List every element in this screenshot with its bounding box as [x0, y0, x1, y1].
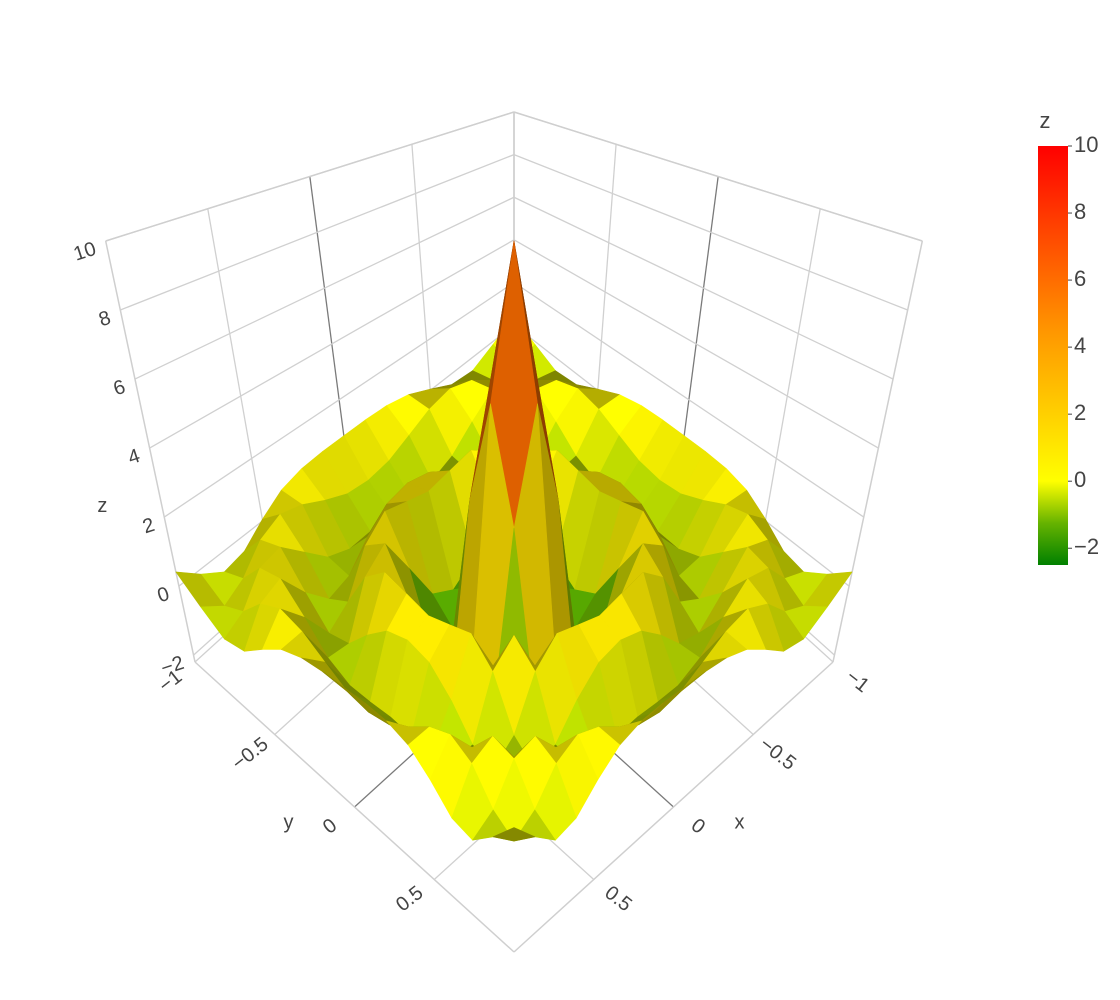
grid-line [149, 239, 515, 449]
z-tick-label: 8 [96, 307, 113, 331]
grid-line [513, 154, 908, 311]
colorbar-tick-label: 8 [1074, 199, 1086, 224]
y-tick-label: 0 [319, 814, 341, 838]
z-tick-label: 6 [111, 376, 128, 400]
grid-line [163, 281, 515, 518]
box-edge [105, 111, 515, 242]
box-edge [104, 240, 196, 663]
z-tick-label: 4 [125, 445, 142, 469]
grid-line [513, 196, 894, 380]
z-axis-title: z [97, 495, 107, 517]
x-axis-title: x [735, 811, 745, 833]
colorbar [1038, 146, 1068, 565]
y-tick-label: −0.5 [228, 733, 273, 775]
colorbar-tick-label: 0 [1074, 467, 1086, 492]
colorbar-title: z [1040, 108, 1051, 133]
colorbar-tick-label: 6 [1074, 266, 1086, 291]
x-tick-label: 0.5 [600, 882, 635, 916]
y-axis-title: y [284, 811, 294, 833]
grid-line [513, 239, 879, 449]
box-edge [513, 661, 834, 953]
surface-patch [492, 827, 536, 842]
colorbar-tick-label: 10 [1074, 132, 1098, 157]
colorbar-tick-label: 2 [1074, 400, 1086, 425]
grid-line [120, 154, 515, 311]
z-tick-label: 10 [71, 238, 99, 266]
colorbar-tick-label: −2 [1074, 534, 1099, 559]
x-tick-label: −0.5 [755, 733, 800, 775]
grid-line [134, 196, 515, 380]
y-tick-label: 0.5 [392, 882, 427, 916]
z-tick-label: 2 [140, 514, 157, 538]
box-edge [513, 111, 923, 242]
x-tick-label: −1 [842, 666, 874, 697]
colorbar-tick-label: 4 [1074, 333, 1086, 358]
z-tick-label: 0 [155, 583, 172, 607]
x-tick-label: 0 [687, 814, 709, 838]
box-edge [832, 240, 924, 663]
grid-line [513, 281, 865, 518]
box-edge [194, 661, 515, 953]
